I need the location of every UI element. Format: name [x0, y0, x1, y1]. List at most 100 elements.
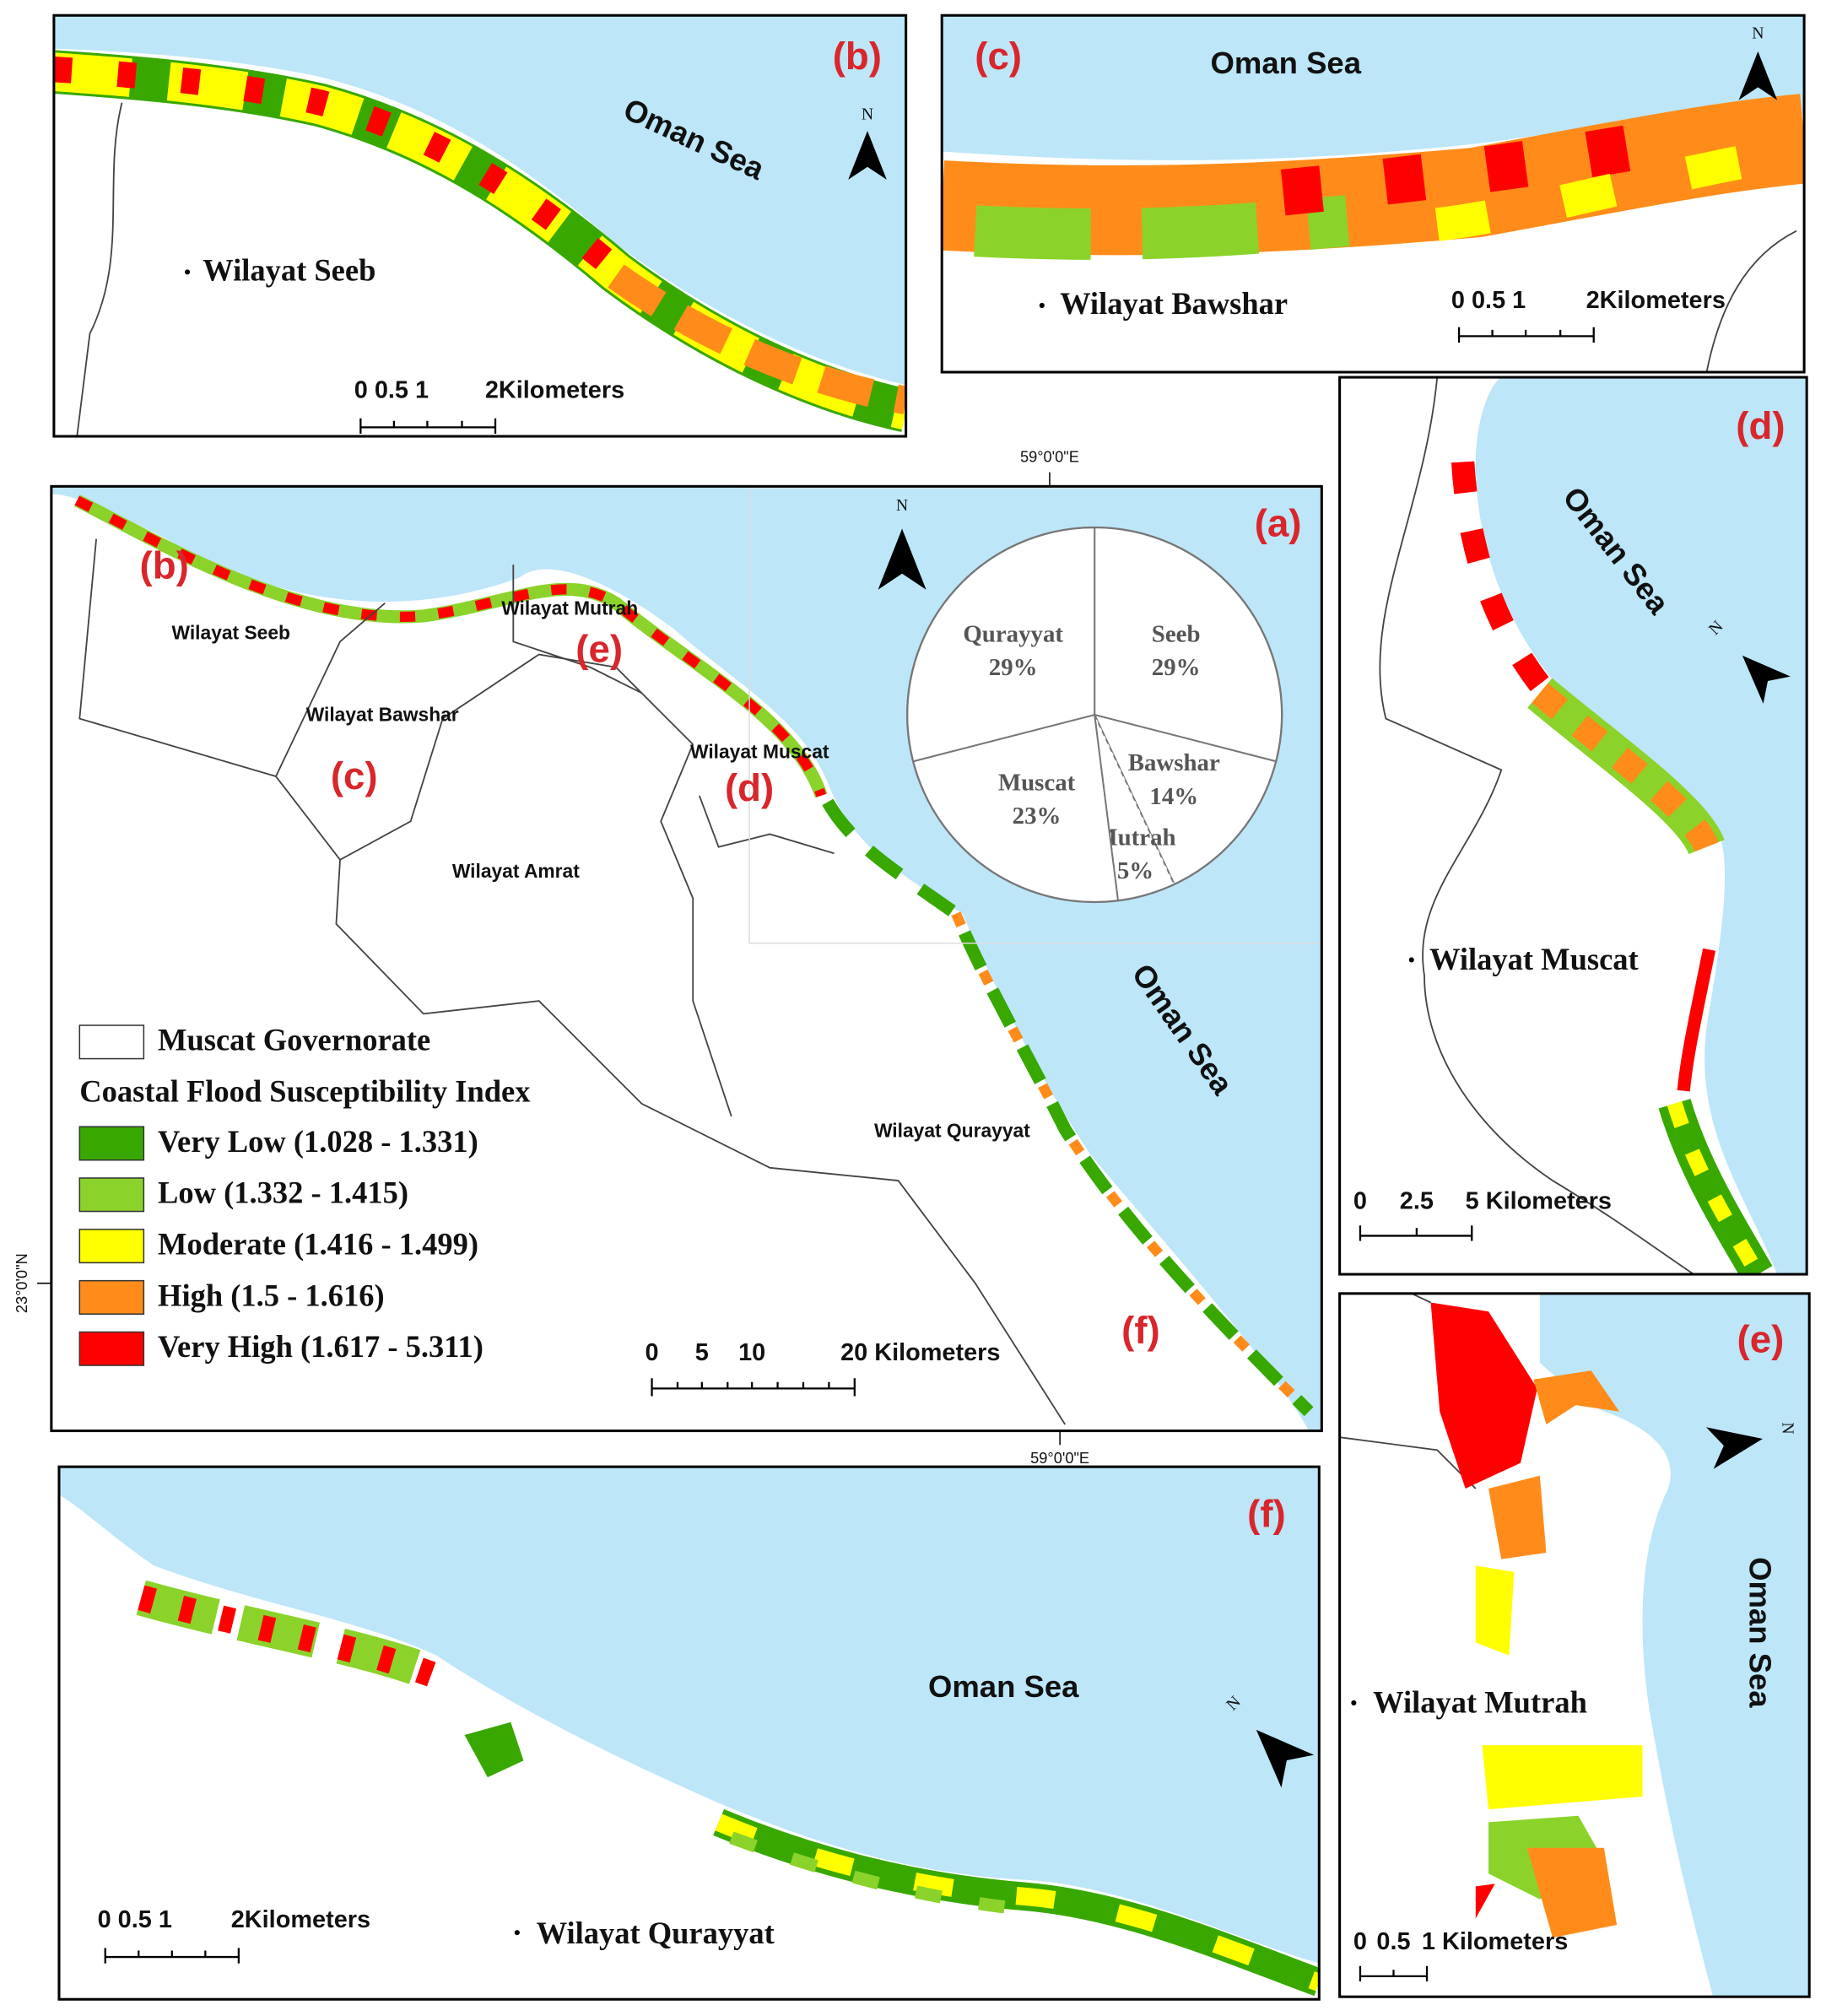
pie-value: 29%	[989, 654, 1038, 681]
sea	[1475, 377, 1807, 1275]
panel-d-map	[1379, 377, 1807, 1275]
flood-zone	[729, 1831, 1028, 1916]
sea	[942, 15, 1805, 160]
panel-frame	[50, 484, 1323, 1433]
place-label: Wilayat Bawshar	[1060, 286, 1288, 321]
flood-zone	[1677, 948, 1716, 1092]
scale-label: 1 Kilometers	[1422, 1928, 1568, 1955]
legend-label: Moderate (1.416 - 1.499)	[158, 1226, 478, 1261]
north-label: N	[1752, 24, 1764, 43]
scale-label: 0	[1353, 1928, 1367, 1955]
scale-label: 10	[738, 1339, 765, 1366]
place-label: Wilayat Mutrah	[1373, 1684, 1587, 1719]
legend-label: Muscat Governorate	[158, 1023, 430, 1057]
legend-label: Very High (1.617 - 5.311)	[158, 1329, 484, 1364]
scale-bar	[1457, 327, 1595, 343]
place-label: Wilayat Seeb	[203, 252, 375, 287]
pie-label: Seeb	[1152, 621, 1201, 648]
scale-label: 0 0.5 1	[1451, 287, 1526, 314]
panel-label: (c)	[975, 35, 1022, 78]
place-dot	[1039, 302, 1045, 308]
scale-label: 2Kilometers	[485, 376, 624, 403]
scale-bar	[651, 1378, 856, 1397]
north-label: N	[862, 105, 873, 123]
boundary	[1379, 377, 1694, 1275]
flood-zone	[1430, 1302, 1537, 1489]
flood-zone	[1533, 1370, 1620, 1424]
pie-value: 23%	[1013, 803, 1062, 830]
panel-frame	[52, 14, 908, 438]
scale-label: 0 0.5 1	[98, 1906, 172, 1933]
longitude-label: 59°0'0"E	[1020, 448, 1079, 466]
pie-value: 29%	[1152, 654, 1201, 681]
boundary	[339, 653, 694, 861]
panel-b-map	[53, 15, 906, 437]
flood-zone	[1475, 1884, 1495, 1919]
scale-label: 2.5	[1400, 1188, 1434, 1215]
legend: Very Low (1.028 - 1.331) Low (1.332 - 1.4…	[78, 1124, 484, 1366]
inset-label: (e)	[575, 628, 623, 671]
flood-zone	[1667, 1101, 1765, 1275]
sea-label: Oman Sea	[928, 1669, 1079, 1704]
sea	[53, 15, 906, 386]
flood-zone	[1475, 1565, 1515, 1656]
legend-title: Coastal Flood Susceptibility Index	[79, 1074, 531, 1109]
boundary	[660, 743, 732, 1117]
panel-frame	[940, 14, 1806, 374]
inset-label: (f)	[1121, 1309, 1160, 1352]
panel-label: (d)	[1736, 404, 1785, 447]
scale-label: 2Kilometers	[231, 1906, 370, 1933]
boundary	[76, 102, 123, 437]
place-label: Wilayat Amrat	[452, 860, 580, 882]
scale-label: 20 Kilometers	[840, 1339, 1000, 1366]
legend-swatch	[78, 1229, 145, 1264]
boundary	[1705, 230, 1797, 372]
flood-zone	[822, 798, 1314, 1417]
flood-zone	[974, 195, 1350, 260]
pie-label: Muscat	[998, 769, 1076, 796]
flood-zone	[74, 495, 827, 797]
place-label: Wilayat Muscat	[690, 741, 829, 763]
inset-label: (d)	[725, 766, 774, 809]
place-dot	[185, 269, 191, 275]
inset-label: (b)	[140, 544, 189, 587]
legend-swatch	[78, 1177, 145, 1213]
legend-swatch	[78, 1126, 145, 1161]
scale-label: 0.5	[1376, 1928, 1410, 1955]
pie-label: Bawshar	[1128, 749, 1220, 776]
pie-outline	[906, 526, 1283, 904]
panel-label: (b)	[833, 35, 882, 78]
flood-zone	[464, 1721, 524, 1778]
scale-label: 0	[646, 1339, 659, 1366]
place-label: Wilayat Bawshar	[306, 704, 459, 726]
place-label: Wilayat Qurayyat	[874, 1119, 1030, 1141]
inset-label: (c)	[331, 754, 378, 797]
pie-chart: Seeb29%Bawshar14%Mutrah5%Muscat23%Qurayy…	[906, 526, 1283, 904]
pie-value: 5%	[1117, 857, 1153, 884]
panel-label: (e)	[1737, 1318, 1785, 1361]
scale-bar	[1359, 1965, 1429, 1981]
panel-f-map	[58, 1467, 1320, 1997]
flood-zone	[1526, 1847, 1618, 1938]
north-label: N	[1778, 1422, 1796, 1434]
sea	[58, 1467, 1320, 1964]
panel-label: (f)	[1247, 1492, 1286, 1535]
flood-zone	[1451, 461, 1564, 711]
flood-zone	[942, 94, 1805, 256]
flood-zone	[951, 911, 1313, 1416]
scale-bar	[1359, 1225, 1473, 1241]
panel-frame	[1338, 1292, 1811, 1998]
flood-zone	[1434, 140, 1775, 241]
sea-label: Oman Sea	[1743, 1557, 1778, 1708]
legend-label: High (1.5 - 1.616)	[158, 1278, 385, 1312]
place-label: Wilayat Mutrah	[501, 597, 638, 619]
flood-zone	[1532, 683, 1719, 853]
panel-frame	[57, 1465, 1321, 2001]
legend-swatch	[78, 1331, 145, 1366]
scale-label: 5 Kilometers	[1466, 1188, 1612, 1215]
place-label: Wilayat Seeb	[172, 621, 290, 643]
scale-label: 0 0.5 1	[354, 376, 429, 403]
panel-c-map	[942, 15, 1805, 372]
